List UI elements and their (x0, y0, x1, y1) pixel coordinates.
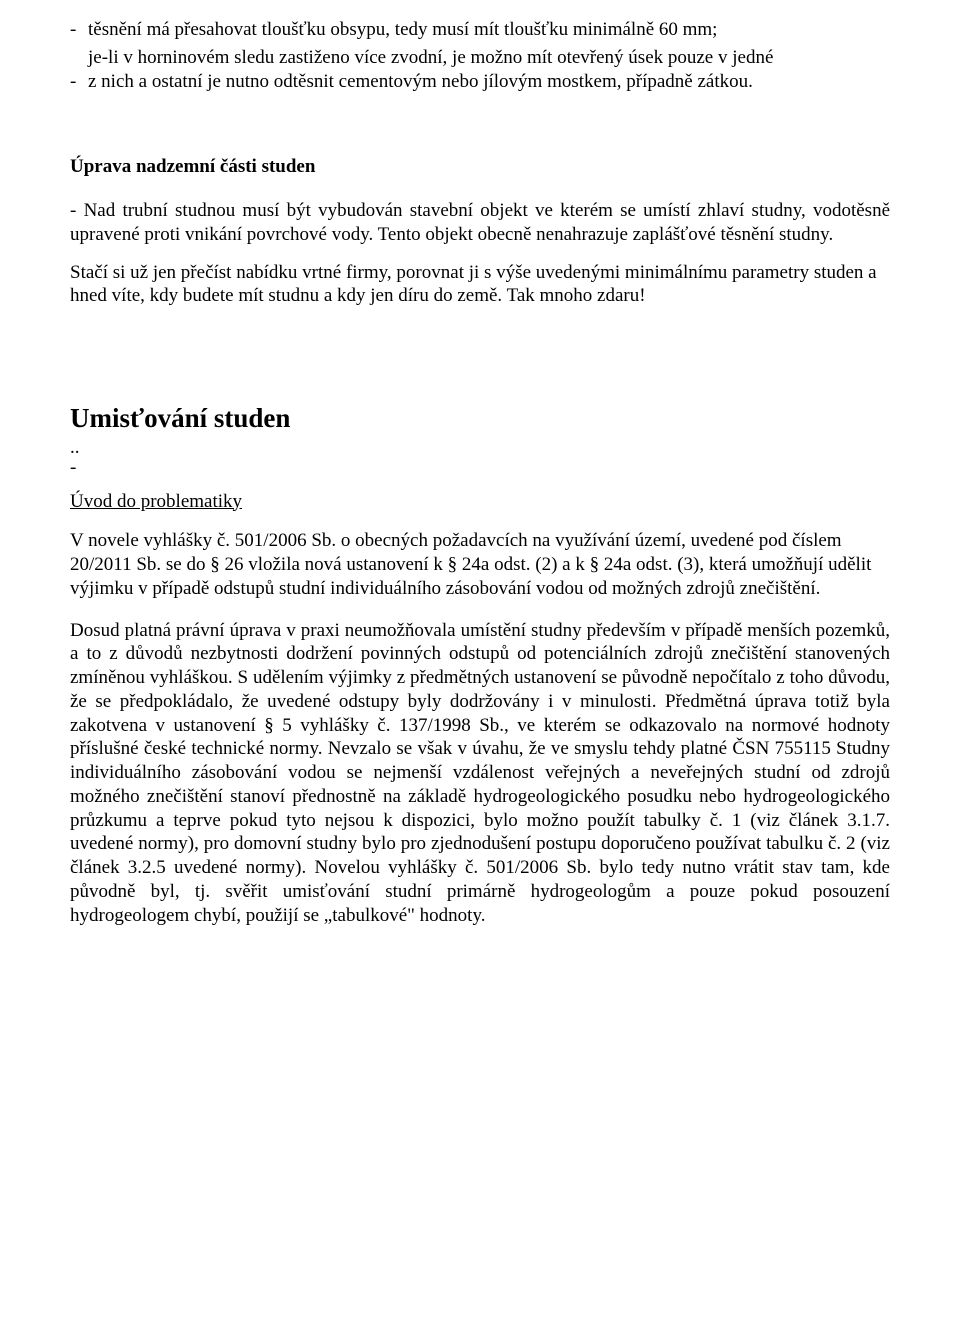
bullet-text-rest: z nich a ostatní je nutno odtěsnit cemen… (88, 70, 753, 94)
paragraph-1: V novele vyhlášky č. 501/2006 Sb. o obec… (70, 529, 890, 600)
paragraph-2: Dosud platná právní úprava v praxi neumo… (70, 619, 890, 928)
sub-heading: Úvod do problematiky (70, 490, 890, 514)
main-heading: Umisťování studen (70, 402, 890, 436)
closing-paragraph: Stačí si už jen přečíst nabídku vrtné fi… (70, 261, 890, 309)
decorative-dots: .. (70, 438, 890, 458)
bullet-marker: - (70, 18, 88, 42)
bullet-item: je-li v horninovém sledu zastiženo více … (70, 46, 890, 94)
para-text: Nad trubní studnou musí být vybudován st… (70, 200, 890, 245)
para-marker: - (70, 200, 76, 221)
decorative-dash: - (70, 458, 890, 478)
bullet-text: těsnění má přesahovat tloušťku obsypu, t… (88, 18, 890, 42)
section-heading: Úprava nadzemní části studen (70, 155, 890, 179)
bullet-text-line1: je-li v horninovém sledu zastiženo více … (70, 46, 890, 70)
bullet-marker: - (70, 70, 88, 94)
section-paragraph: - Nad trubní studnou musí být vybudován … (70, 199, 890, 247)
bullet-item: - těsnění má přesahovat tloušťku obsypu,… (70, 18, 890, 42)
